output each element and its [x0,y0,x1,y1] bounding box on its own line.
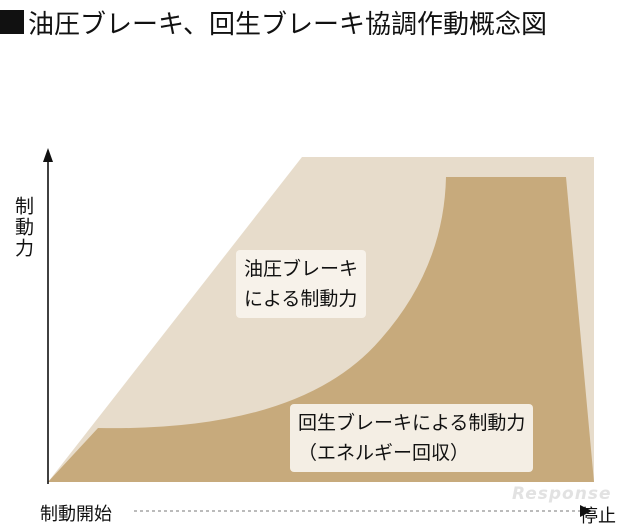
y-axis-arrow [43,148,53,162]
diagram-title: 油圧ブレーキ、回生ブレーキ協調作動概念図 [28,9,547,40]
y-axis-label: 制動力 [12,196,34,259]
x-axis-end-label: 停止 [580,506,616,527]
hydraulic-label-line1: 油圧ブレーキ [244,258,359,280]
regenerative-label-line2: （エネルギー回収） [298,442,470,464]
x-axis-arrow [580,505,592,517]
x-axis-start-label: 制動開始 [40,504,112,525]
title-square-icon [0,10,24,34]
title-row: 油圧ブレーキ、回生ブレーキ協調作動概念図 [0,4,547,40]
hydraulic-brake-label: 油圧ブレーキ による制動力 [236,250,367,318]
watermark-logo: Response [512,484,612,504]
regenerative-label-line1: 回生ブレーキによる制動力 [298,412,526,434]
regenerative-brake-label: 回生ブレーキによる制動力 （エネルギー回収） [290,404,534,472]
hydraulic-label-line2: による制動力 [244,288,358,310]
